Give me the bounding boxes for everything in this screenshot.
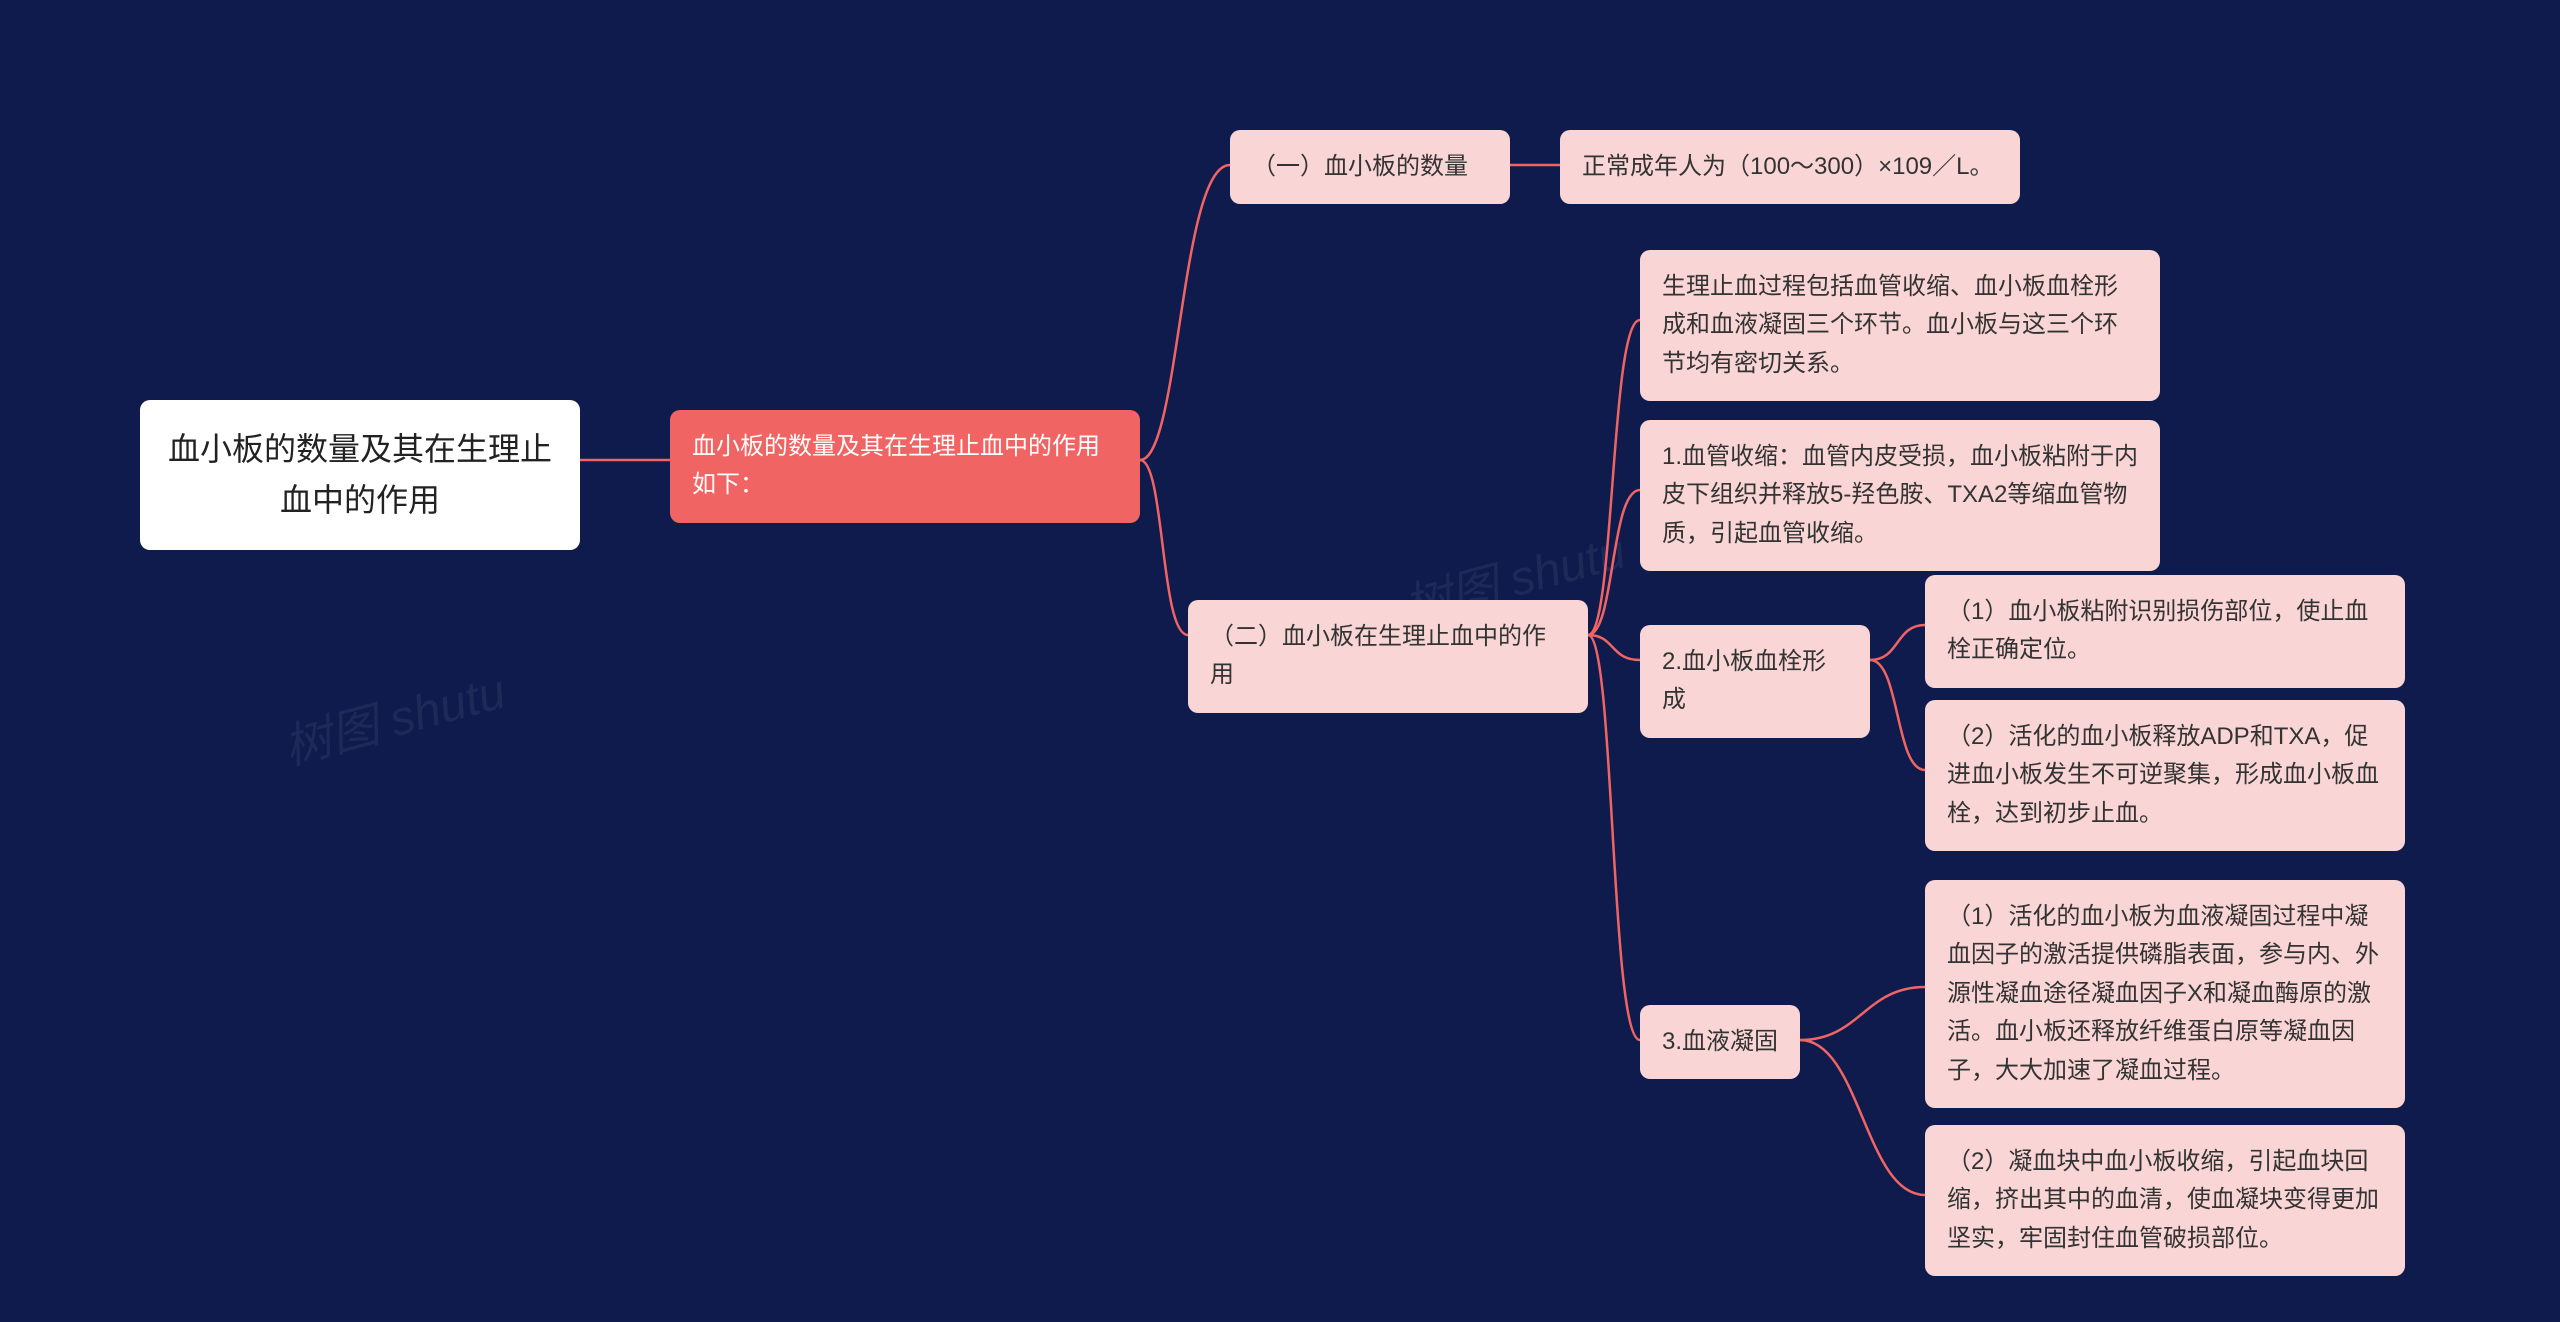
watermark: 树图 shutu	[275, 652, 512, 778]
mindmap-node: （1）活化的血小板为血液凝固过程中凝血因子的激活提供磷脂表面，参与内、外源性凝血…	[1925, 880, 2405, 1108]
mindmap-node-section2: （二）血小板在生理止血中的作用	[1188, 600, 1588, 713]
mindmap-node: （2）凝血块中血小板收缩，引起血块回缩，挤出其中的血清，使血凝块变得更加坚实，牢…	[1925, 1125, 2405, 1276]
mindmap-level1: 血小板的数量及其在生理止血中的作用如下：	[670, 410, 1140, 523]
mindmap-node: 3.血液凝固	[1640, 1005, 1800, 1079]
mindmap-node: 生理止血过程包括血管收缩、血小板血栓形成和血液凝固三个环节。血小板与这三个环节均…	[1640, 250, 2160, 401]
mindmap-node: 2.血小板血栓形成	[1640, 625, 1870, 738]
mindmap-node: 正常成年人为（100～300）×109／L。	[1560, 130, 2020, 204]
mindmap-node: （1）血小板粘附识别损伤部位，使止血栓正确定位。	[1925, 575, 2405, 688]
mindmap-node: 1.血管收缩：血管内皮受损，血小板粘附于内皮下组织并释放5-羟色胺、TXA2等缩…	[1640, 420, 2160, 571]
mindmap-node-section1: （一）血小板的数量	[1230, 130, 1510, 204]
mindmap-node: （2）活化的血小板释放ADP和TXA，促进血小板发生不可逆聚集，形成血小板血栓，…	[1925, 700, 2405, 851]
mindmap-root: 血小板的数量及其在生理止血中的作用	[140, 400, 580, 550]
